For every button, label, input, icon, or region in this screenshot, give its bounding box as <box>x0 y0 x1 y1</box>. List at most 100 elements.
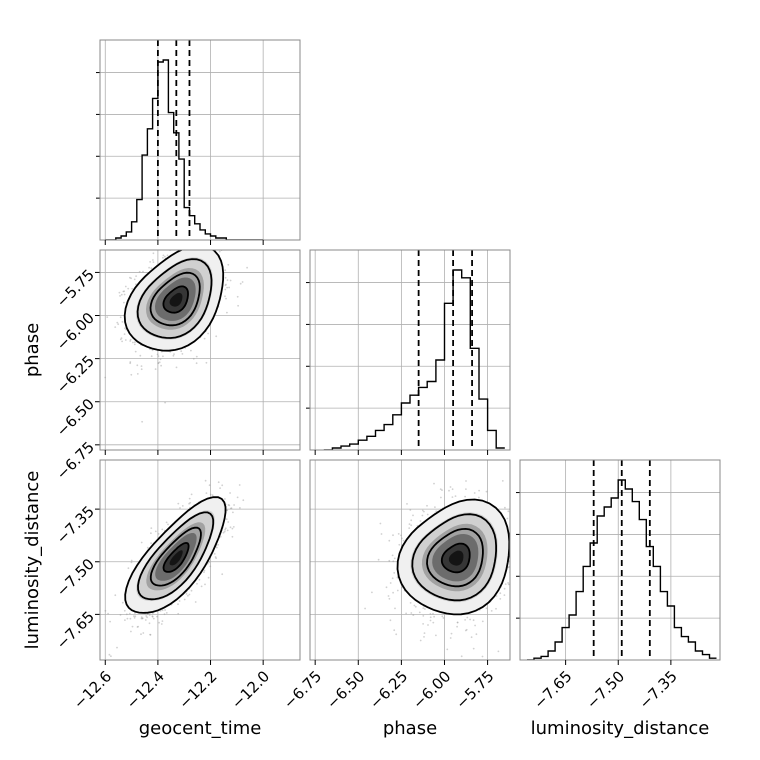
scatter-point <box>180 350 183 353</box>
panel-frame <box>309 249 511 451</box>
scatter-point <box>225 518 228 521</box>
scatter-point <box>211 494 214 497</box>
scatter-point <box>190 349 192 352</box>
scatter-point <box>401 586 403 589</box>
scatter-point <box>208 561 211 563</box>
density-contour <box>426 527 484 588</box>
scatter-point <box>104 376 107 379</box>
scatter-point <box>217 543 220 546</box>
scatter-point <box>239 507 241 509</box>
scatter-point <box>441 489 443 491</box>
scatter-point <box>188 593 191 596</box>
scatter-point <box>164 609 167 611</box>
scatter-point <box>408 527 411 529</box>
scatter-point <box>409 602 412 604</box>
scatter-point <box>465 480 467 482</box>
scatter-point <box>152 252 155 255</box>
scatter-point <box>497 650 500 653</box>
density-contour <box>396 498 510 616</box>
x-axis-label-phase: phase <box>383 718 437 739</box>
scatter-point <box>123 333 126 335</box>
scatter-point <box>224 288 227 291</box>
scatter-point <box>228 286 231 289</box>
scatter-point <box>164 401 167 404</box>
scatter-point <box>130 559 133 562</box>
scatter-point <box>151 615 154 618</box>
scatter-point <box>394 607 396 610</box>
scatter-point <box>165 521 168 524</box>
scatter-point <box>465 628 468 631</box>
scatter-point <box>504 506 506 509</box>
scatter-point <box>177 612 180 615</box>
scatter-point <box>133 278 136 281</box>
scatter-point <box>130 373 133 376</box>
scatter-point <box>157 355 160 357</box>
scatter-point <box>165 612 168 614</box>
scatter-point <box>167 523 169 526</box>
scatter-point <box>410 519 413 522</box>
scatter-point <box>195 362 198 365</box>
scatter-point <box>123 301 125 304</box>
scatter-point <box>138 270 141 273</box>
scatter-point <box>224 528 227 531</box>
scatter-point <box>224 269 227 272</box>
scatter-point <box>189 501 192 504</box>
scatter-point <box>229 492 232 494</box>
scatter-point <box>223 530 226 533</box>
scatter-point <box>465 488 467 490</box>
scatter-point <box>426 513 429 516</box>
scatter-point <box>129 338 132 341</box>
scatter-point <box>125 613 128 616</box>
scatter-point <box>124 339 127 341</box>
scatter-point <box>481 620 484 623</box>
panel-frame <box>519 459 721 661</box>
scatter-point <box>232 526 235 528</box>
scatter-point <box>396 589 399 592</box>
scatter-point <box>129 340 132 342</box>
scatter-point <box>157 362 160 364</box>
scatter-point <box>110 655 112 658</box>
scatter-point <box>464 495 466 498</box>
panel-frame <box>99 39 301 241</box>
scatter-point <box>194 601 197 603</box>
scatter-point <box>123 609 126 612</box>
scatter-point <box>225 297 227 300</box>
scatter-point <box>136 364 139 367</box>
scatter-point <box>410 612 413 614</box>
scatter-point <box>217 481 220 484</box>
scatter-point <box>150 527 153 529</box>
scatter-point <box>456 625 458 628</box>
scatter-point <box>196 582 198 585</box>
scatter-point <box>148 622 151 625</box>
scatter-point <box>172 354 175 357</box>
scatter-point <box>141 617 144 620</box>
scatter-point <box>119 614 122 616</box>
scatter-point <box>393 557 396 560</box>
scatter-point <box>422 615 425 617</box>
scatter-point <box>421 514 424 517</box>
scatter-point <box>151 615 154 618</box>
scatter-point <box>144 619 147 621</box>
scatter-point <box>141 617 144 620</box>
scatter-point <box>412 514 414 517</box>
scatter-point <box>392 560 395 563</box>
scatter-point <box>123 290 126 293</box>
density-contour <box>162 285 189 314</box>
scatter-point <box>181 505 184 507</box>
scatter-point <box>413 604 416 607</box>
scatter-point <box>232 511 234 514</box>
scatter-point <box>146 613 149 616</box>
density-contour <box>137 511 215 601</box>
scatter-point <box>136 626 139 628</box>
scatter-point <box>107 612 109 615</box>
scatter-point <box>120 293 123 296</box>
scatter-point <box>140 365 143 367</box>
scatter-point <box>396 576 399 579</box>
scatter-point <box>131 625 134 628</box>
scatter-point <box>188 502 191 505</box>
scatter-point <box>190 493 193 496</box>
scatter-point <box>460 655 463 658</box>
scatter-point <box>237 304 240 307</box>
scatter-point <box>214 556 217 558</box>
scatter-point <box>146 546 149 549</box>
